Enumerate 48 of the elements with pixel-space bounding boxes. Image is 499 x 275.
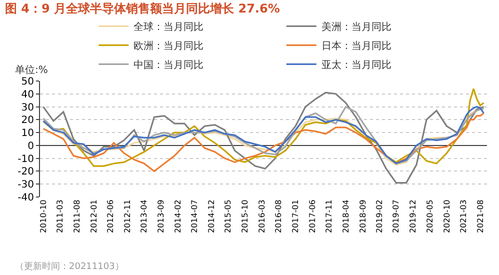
y-tick-label: 30 (21, 102, 34, 114)
y-tick-label: -40 (18, 192, 34, 204)
legend-label: 美洲：当月同比 (321, 21, 392, 34)
x-tick-label: 2014-02 (174, 200, 183, 234)
x-tick-label: 2016-03 (257, 200, 266, 234)
x-tick-label: 2015-10 (240, 200, 250, 234)
legend-label: 全球：当月同比 (134, 21, 204, 34)
x-tick-label: 2014-07 (190, 200, 200, 234)
x-tick-label: 2021-03 (458, 200, 468, 234)
y-tick-label: -20 (18, 166, 34, 178)
x-tick-label: 2019-12 (408, 200, 418, 234)
x-tick-label: 2014-12 (206, 200, 216, 234)
x-tick-label: 2015-05 (224, 200, 233, 234)
x-tick-label: 2013-09 (156, 200, 166, 234)
legend-label: 中国：当月同比 (134, 59, 204, 72)
y-tick-label: 0 (28, 140, 34, 152)
legend-label: 日本：当月同比 (321, 40, 392, 52)
x-tick-label: 2013-04 (140, 200, 149, 234)
legend-label: 欧洲：当月同比 (134, 40, 204, 52)
x-tick-label: 2020-05 (425, 200, 434, 234)
legend-label: 亚太：当月同比 (321, 59, 392, 72)
y-tick-label: -30 (18, 180, 34, 191)
x-tick-label: 2010-10 (38, 200, 48, 234)
x-tick-label: 2017-06 (308, 200, 317, 234)
y-axis-title: 单位:% (15, 64, 48, 76)
x-tick-label: 2019-07 (392, 200, 401, 234)
x-tick-label: 2017-11 (324, 200, 334, 234)
line-series (42, 92, 484, 184)
x-tick-label: 2018-09 (358, 200, 368, 234)
y-tick-label: 40 (21, 89, 34, 100)
x-tick-label: 2016-08 (274, 200, 284, 234)
line-series (42, 112, 484, 172)
x-tick-label: 2011-03 (56, 200, 65, 234)
chart-title: 图 4：9 月全球半导体销售额当月同比增长 27.6% (4, 2, 280, 16)
x-tick-label: 2021-08 (476, 200, 485, 234)
x-tick-label: 2017-01 (291, 200, 300, 234)
y-tick-label: 10 (21, 128, 34, 140)
y-tick-label: -10 (18, 154, 34, 165)
x-tick-label: 2012-06 (106, 200, 116, 234)
x-tick-label: 2018-04 (341, 200, 350, 234)
y-tick-label: 20 (21, 115, 34, 126)
x-tick-label: 2020-10 (442, 200, 452, 234)
x-tick-label: 2012-11 (123, 200, 132, 234)
y-tick-label: 50 (21, 76, 34, 88)
x-tick-label: 2011-08 (72, 200, 82, 234)
text: （更新时间：20211103） (15, 261, 124, 272)
x-tick-label: 2019-02 (375, 200, 384, 234)
x-tick-label: 2012-01 (89, 200, 98, 234)
